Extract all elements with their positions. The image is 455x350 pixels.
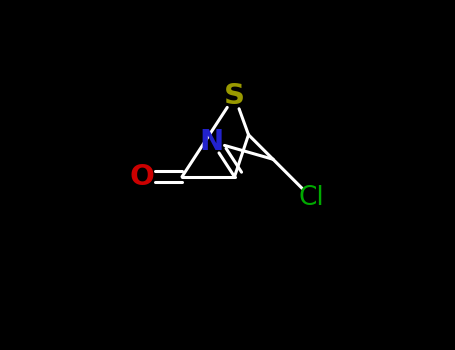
Text: O: O bbox=[129, 163, 154, 191]
Text: Cl: Cl bbox=[298, 185, 324, 211]
Text: S: S bbox=[224, 82, 245, 110]
Text: N: N bbox=[200, 128, 224, 156]
